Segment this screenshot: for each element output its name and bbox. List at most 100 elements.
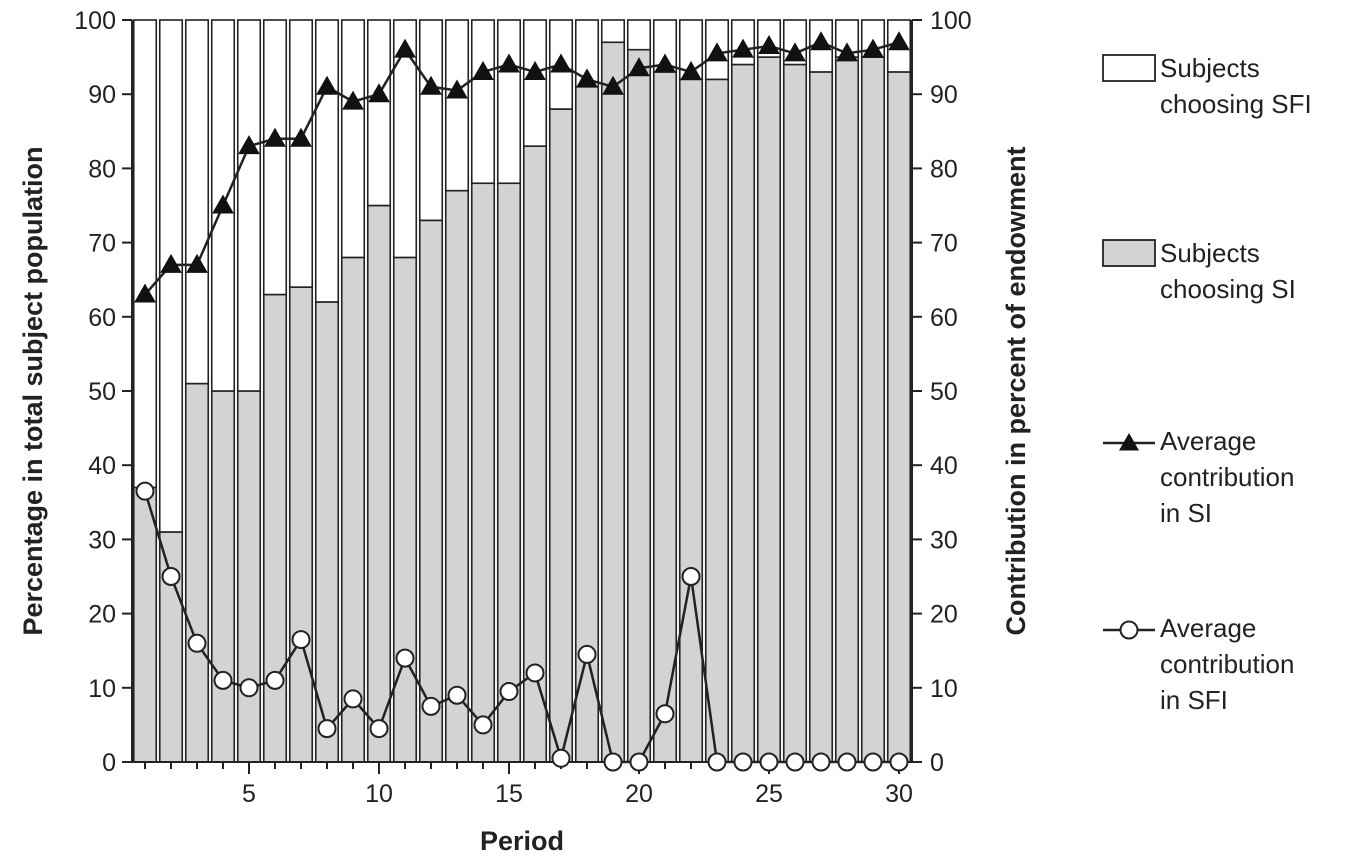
point-si-contribution <box>368 83 390 103</box>
point-si-contribution <box>420 75 442 95</box>
y2-tick-label: 60 <box>930 304 958 332</box>
legend-label: in SFI <box>1160 685 1228 715</box>
y-tick-label: 10 <box>88 675 116 703</box>
point-si-contribution <box>472 60 494 80</box>
x-tick-label: 25 <box>755 780 783 808</box>
bar-si <box>444 189 470 763</box>
bar-si <box>314 301 340 763</box>
point-sfi-contribution <box>239 678 259 698</box>
bar-si <box>626 48 652 763</box>
bar-si <box>678 78 704 763</box>
bar-sfi <box>392 19 418 259</box>
y-tick-label: 60 <box>88 304 116 332</box>
y-tick-label: 40 <box>88 452 116 480</box>
point-sfi-contribution <box>265 670 285 690</box>
bar-si <box>782 63 808 763</box>
bar-si <box>132 486 158 763</box>
point-sfi-contribution <box>499 682 519 702</box>
legend-label: Average <box>1160 426 1256 456</box>
point-si-contribution <box>342 90 364 110</box>
bar-si <box>392 256 418 763</box>
point-sfi-contribution <box>395 648 415 668</box>
bar-si <box>886 71 912 763</box>
point-si-contribution <box>680 60 702 80</box>
x-tick-label: 10 <box>365 780 393 808</box>
point-si-contribution <box>446 79 468 99</box>
point-si-contribution <box>758 34 780 54</box>
point-si-contribution <box>888 31 910 51</box>
bar-sfi <box>288 19 314 288</box>
point-sfi-contribution <box>681 567 701 586</box>
bar-sfi <box>470 19 496 185</box>
bar-si <box>756 56 782 763</box>
point-sfi-contribution <box>837 752 857 772</box>
point-si-contribution <box>394 38 416 58</box>
lines-layer <box>134 31 910 772</box>
legend-label: in SI <box>1160 498 1212 528</box>
bar-si <box>860 56 886 763</box>
bar-sfi <box>132 19 158 489</box>
y-tick-label: 70 <box>88 230 116 258</box>
point-si-contribution <box>576 68 598 88</box>
y-axis-title: Percentage in total subject population <box>18 146 48 635</box>
point-sfi-contribution <box>759 752 779 772</box>
point-si-contribution <box>524 60 546 80</box>
point-si-contribution <box>784 42 806 62</box>
point-sfi-contribution <box>811 752 831 772</box>
legend-label: Subjects <box>1160 238 1260 268</box>
point-sfi-contribution <box>785 752 805 772</box>
point-si-contribution <box>602 75 624 95</box>
bar-sfi <box>262 19 288 296</box>
legend-label: choosing SFI <box>1160 89 1312 119</box>
point-si-contribution <box>290 127 312 147</box>
bar-si <box>366 204 392 763</box>
point-sfi-contribution <box>551 748 571 768</box>
bar-si <box>340 256 366 763</box>
bar-sfi <box>522 19 548 147</box>
point-si-contribution <box>134 283 156 303</box>
point-sfi-contribution <box>343 689 363 709</box>
point-sfi-contribution <box>863 752 883 772</box>
bar-si <box>834 56 860 763</box>
y-tick-label: 20 <box>88 601 116 629</box>
y2-tick-label: 70 <box>930 230 958 258</box>
y2-tick-label: 0 <box>930 749 944 777</box>
x-tick-label: 15 <box>495 780 523 808</box>
bar-si <box>600 41 626 763</box>
point-sfi-contribution <box>889 752 909 772</box>
point-si-contribution <box>862 38 884 58</box>
bar-si <box>808 71 834 763</box>
y2-tick-label: 50 <box>930 378 958 406</box>
bars-layer <box>132 19 912 763</box>
point-sfi-contribution <box>317 719 337 739</box>
point-sfi-contribution <box>525 663 545 683</box>
legend-swatch-si <box>1102 239 1156 267</box>
x-tick-label: 5 <box>242 780 256 808</box>
y2-tick-label: 80 <box>930 155 958 183</box>
point-si-contribution <box>550 53 572 73</box>
bar-sfi <box>600 19 626 44</box>
point-si-contribution <box>238 135 260 155</box>
point-sfi-contribution <box>213 670 233 690</box>
point-si-contribution <box>160 253 182 273</box>
point-sfi-contribution <box>161 567 181 586</box>
bar-si <box>288 286 314 763</box>
point-si-contribution <box>836 42 858 62</box>
bar-sfi <box>366 19 392 207</box>
point-sfi-contribution <box>577 644 597 664</box>
y2-axis-title: Contribution in percent of endowment <box>1001 147 1031 636</box>
bar-sfi <box>184 19 210 385</box>
point-sfi-contribution <box>603 752 623 772</box>
bar-sfi <box>236 19 262 392</box>
axes-layer: 0 0 10 10 20 20 30 30 40 40 50 50 60 60 70 70 80 80 90 90 10… <box>74 7 971 808</box>
triangle-marker-icon <box>1119 433 1139 451</box>
legend-label: contribution <box>1160 649 1294 679</box>
point-si-contribution <box>706 42 728 62</box>
circle-marker-icon <box>1119 620 1139 640</box>
legend-swatch-sfi <box>1102 54 1156 82</box>
bar-sfi <box>340 19 366 259</box>
x-axis-title: Period <box>480 826 564 856</box>
point-sfi-contribution <box>135 481 155 501</box>
bar-sfi <box>444 19 470 192</box>
y-tick-label: 0 <box>102 749 116 777</box>
